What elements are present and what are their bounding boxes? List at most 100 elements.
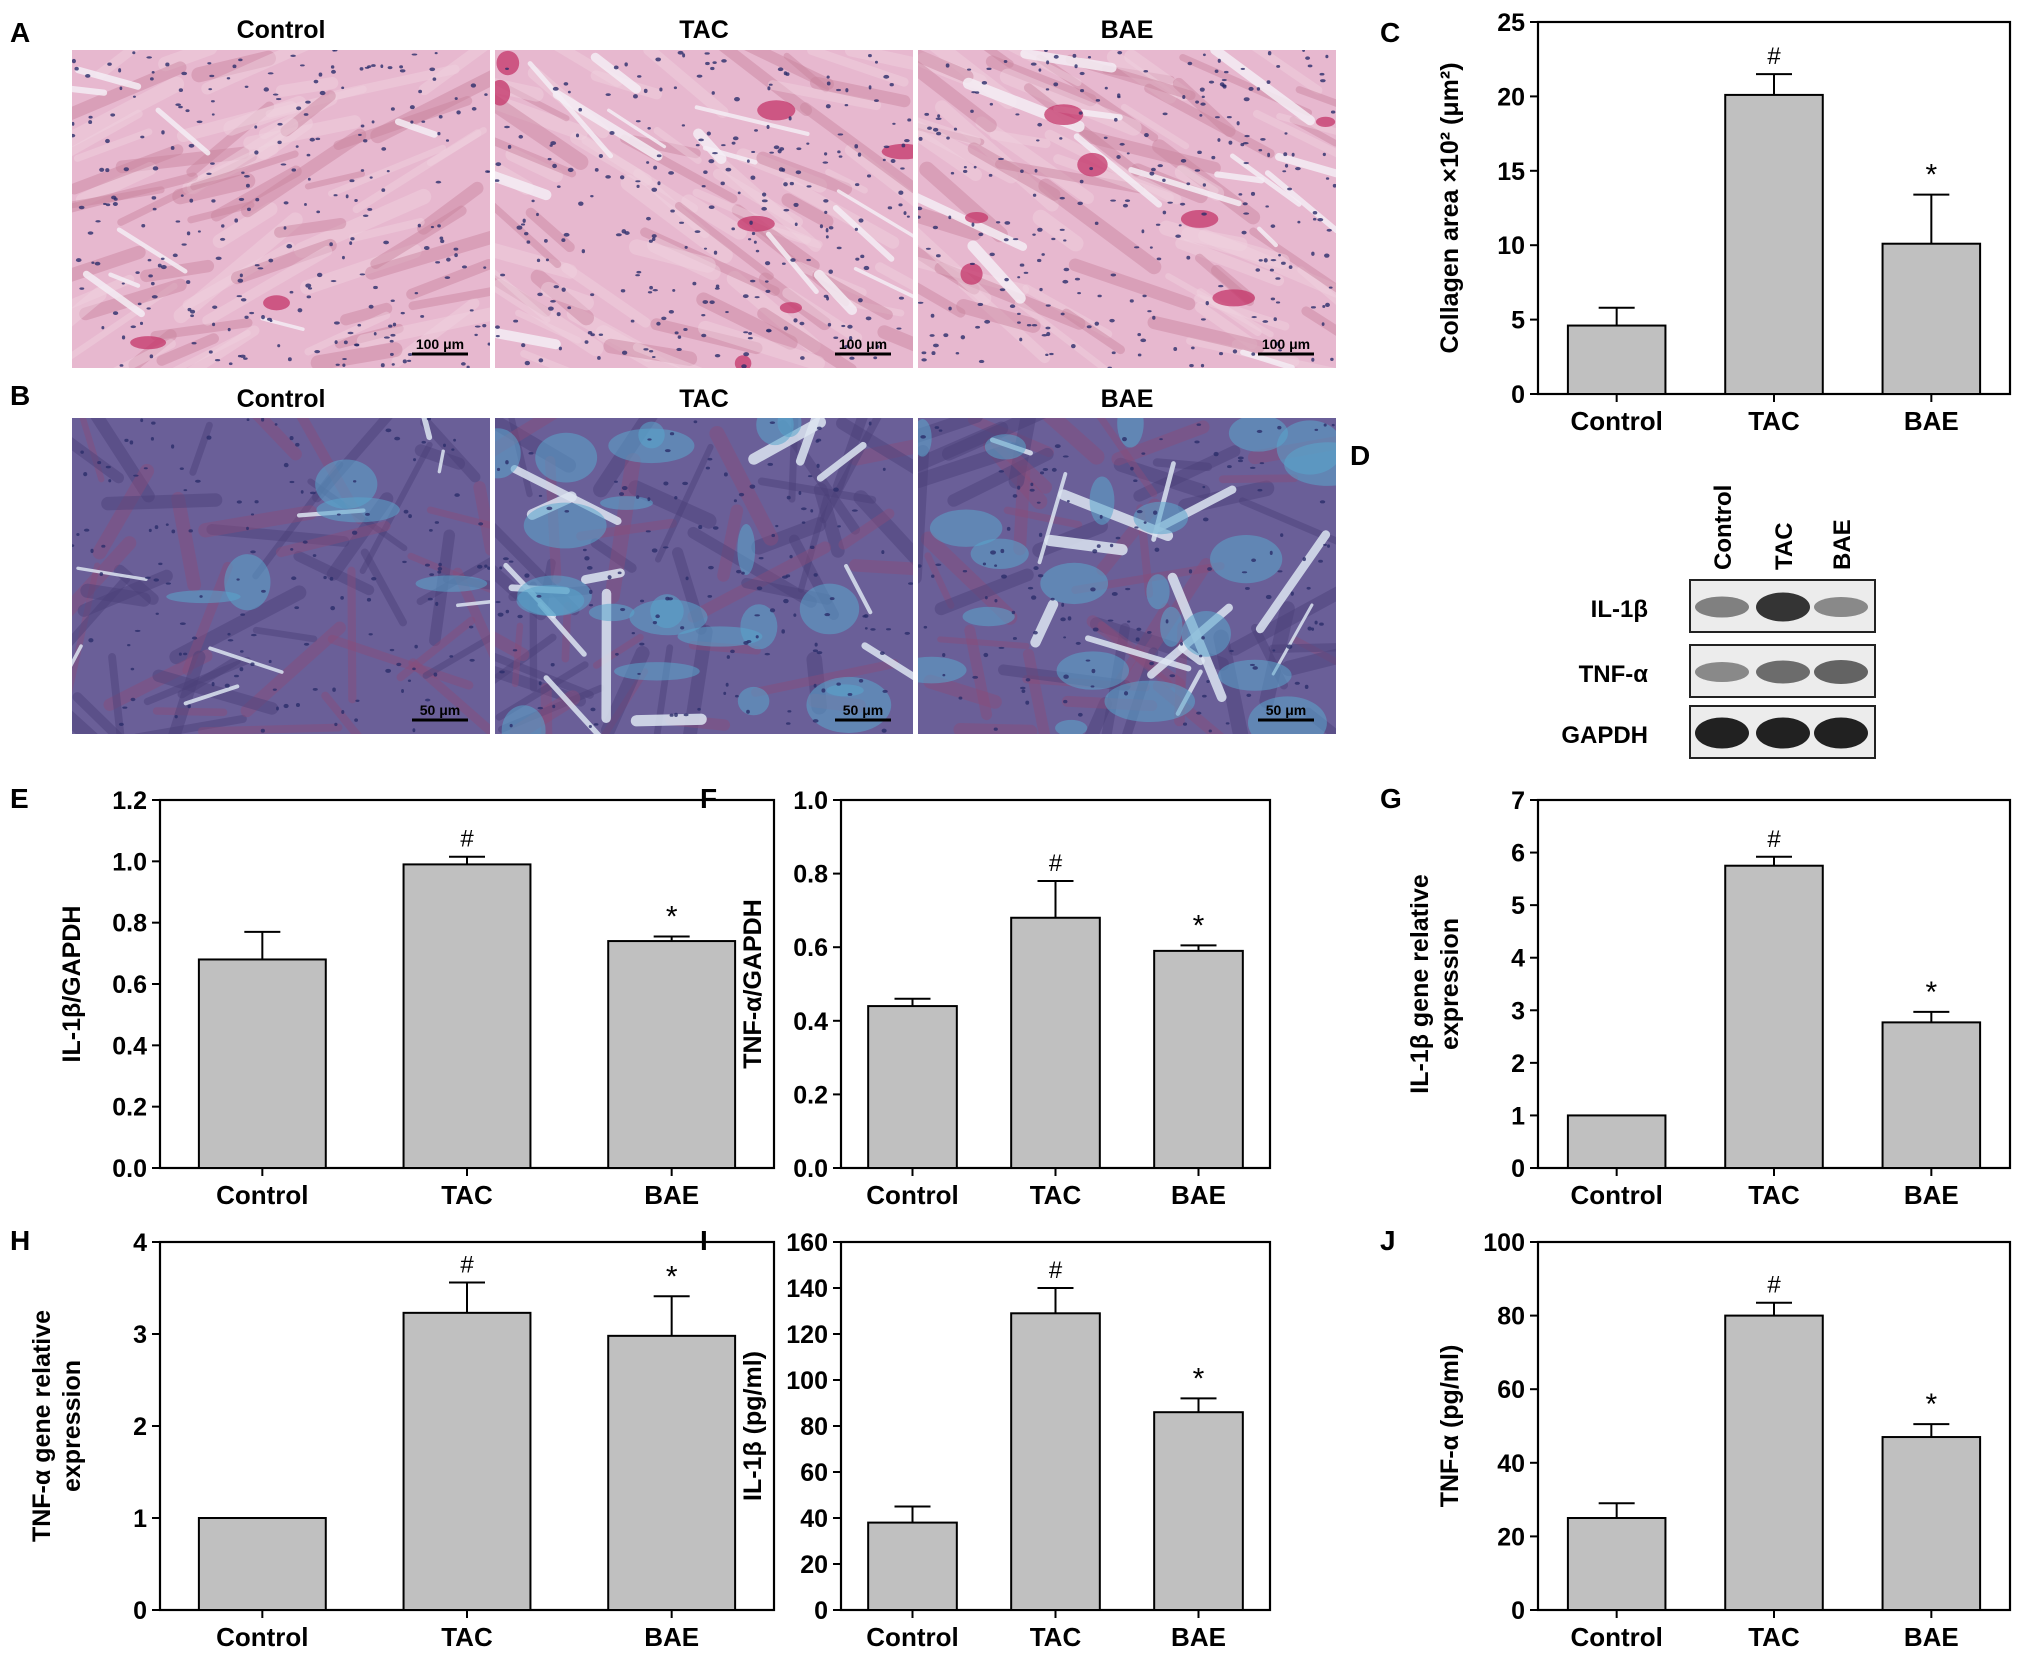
y-tick-label: 20 (800, 1551, 828, 1579)
tissue-texture (459, 349, 962, 788)
significance-mark: * (1193, 909, 1205, 942)
y-tick-label: 0.2 (112, 1094, 147, 1122)
bar (1725, 866, 1823, 1168)
panel-letter-e: E (10, 783, 29, 814)
bar (1568, 1115, 1666, 1168)
scale-bar-label: 50 μm (1266, 702, 1306, 718)
bar (1725, 1316, 1823, 1610)
significance-mark: # (1767, 826, 1781, 853)
blot-band (1756, 593, 1810, 622)
bar (199, 959, 326, 1168)
micrograph-label: BAE (1101, 385, 1154, 413)
bar (868, 1006, 957, 1168)
significance-mark: * (1925, 1388, 1937, 1421)
x-tick-label: TAC (441, 1180, 493, 1210)
y-tick-label: 120 (786, 1321, 828, 1349)
x-tick-label: BAE (1171, 1180, 1226, 1210)
x-tick-label: BAE (644, 1622, 699, 1652)
micrograph-label: Control (237, 16, 326, 44)
y-axis-label: IL-1β gene relativeexpression (1406, 874, 1464, 1094)
bar (1883, 1022, 1981, 1168)
y-tick-label: 1.2 (112, 787, 147, 815)
x-tick-label: TAC (1748, 1622, 1800, 1652)
y-tick-label: 140 (786, 1275, 828, 1303)
blot-lane-label: BAE (1829, 519, 1856, 570)
bar (1725, 95, 1823, 394)
y-tick-label: 0.4 (112, 1032, 147, 1060)
micrograph-b-bae: BAE 50 μm (868, 383, 1372, 780)
significance-mark: # (1049, 1257, 1063, 1284)
y-tick-label: 4 (133, 1229, 147, 1257)
x-tick-label: Control (1570, 406, 1662, 436)
x-tick-label: TAC (1748, 1180, 1800, 1210)
bar (1568, 1518, 1666, 1610)
y-tick-label: 2 (133, 1413, 147, 1441)
significance-mark: * (1925, 159, 1937, 192)
micrograph-label: BAE (1101, 16, 1154, 44)
blot-band (1695, 662, 1749, 682)
y-tick-label: 0.0 (793, 1155, 828, 1183)
y-tick-label: 7 (1511, 787, 1525, 815)
y-tick-label: 60 (800, 1459, 828, 1487)
y-tick-label: 0 (814, 1597, 828, 1625)
significance-mark: # (1767, 1272, 1781, 1299)
x-tick-label: TAC (1030, 1622, 1082, 1652)
y-tick-label: 80 (800, 1413, 828, 1441)
chart-f: 0.00.20.40.60.81.0TNF-α/GAPDHControl#TAC… (739, 787, 1270, 1210)
micrograph-a-bae: BAE 100 μm (883, 10, 1376, 375)
y-tick-label: 1.0 (112, 848, 147, 876)
significance-mark: # (1049, 850, 1063, 877)
y-tick-label: 100 (1483, 1229, 1525, 1257)
y-tick-label: 6 (1511, 840, 1525, 868)
panel-letter-j: J (1380, 1225, 1396, 1256)
x-tick-label: TAC (441, 1622, 493, 1652)
blot-band (1814, 597, 1868, 617)
y-axis-label: IL-1β/GAPDH (58, 906, 86, 1063)
panel-letter-f: F (700, 783, 717, 814)
blot-band (1756, 661, 1810, 684)
bar (1883, 1437, 1981, 1610)
y-tick-label: 15 (1497, 158, 1525, 186)
y-axis-label: TNF-α (pg/ml) (1436, 1345, 1464, 1508)
y-axis-label: IL-1β (pg/ml) (739, 1351, 767, 1501)
micrograph-label: Control (237, 385, 326, 413)
x-tick-label: BAE (1904, 406, 1959, 436)
scale-bar-label: 50 μm (420, 702, 460, 718)
y-tick-label: 160 (786, 1229, 828, 1257)
significance-mark: # (460, 1251, 474, 1278)
x-tick-label: TAC (1748, 406, 1800, 436)
y-tick-label: 2 (1511, 1050, 1525, 1078)
y-tick-label: 40 (1497, 1450, 1525, 1478)
blot-lane-label: TAC (1771, 522, 1798, 570)
significance-mark: * (666, 1260, 678, 1293)
y-tick-label: 80 (1497, 1303, 1525, 1331)
panel-letter-a: A (10, 17, 30, 48)
significance-mark: * (1925, 976, 1937, 1009)
bar (868, 1523, 957, 1610)
y-tick-label: 1.0 (793, 787, 828, 815)
x-tick-label: BAE (1904, 1180, 1959, 1210)
x-tick-label: TAC (1030, 1180, 1082, 1210)
blot-lane-label: Control (1710, 485, 1737, 570)
bar (1011, 1313, 1100, 1610)
chart-e: 0.00.20.40.60.81.01.2IL-1β/GAPDHControl#… (58, 787, 774, 1210)
significance-mark: # (460, 826, 474, 853)
panel-letter-i: I (700, 1225, 708, 1256)
scale-bar-label: 100 μm (1262, 336, 1310, 352)
y-tick-label: 0.0 (112, 1155, 147, 1183)
panel-letter-h: H (10, 1225, 30, 1256)
blot-row-label: TNF-α (1579, 661, 1649, 688)
bar (1154, 1412, 1243, 1610)
scale-bar-label: 100 μm (839, 336, 887, 352)
bar (404, 1313, 531, 1610)
y-tick-label: 0 (1511, 1155, 1525, 1183)
y-tick-label: 100 (786, 1367, 828, 1395)
y-tick-label: 5 (1511, 892, 1525, 920)
